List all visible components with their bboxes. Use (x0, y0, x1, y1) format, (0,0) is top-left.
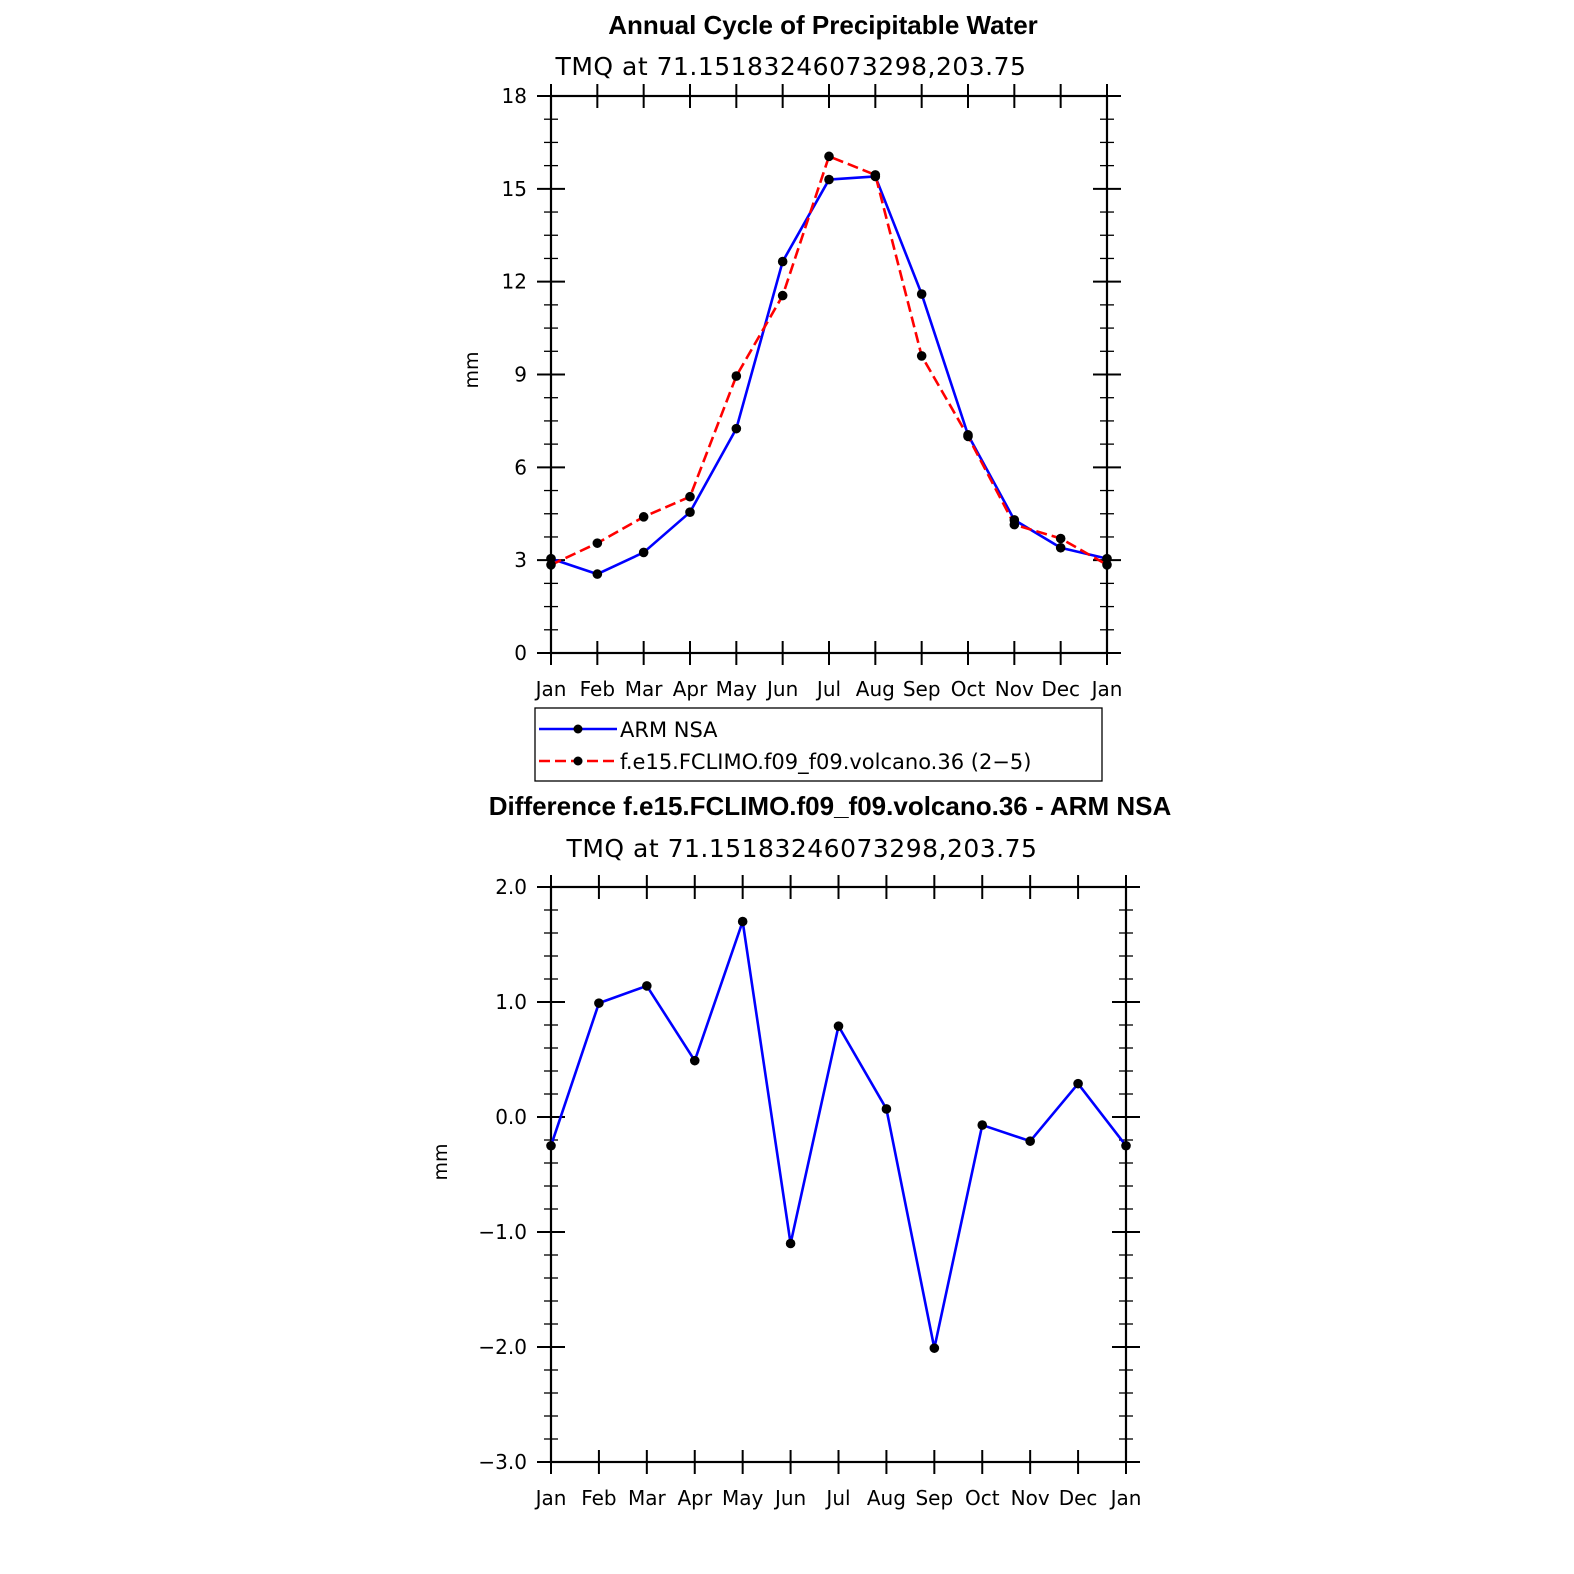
x-tick-label: May (722, 1486, 764, 1510)
x-tick-label: Aug (867, 1486, 906, 1510)
x-tick-label: Jun (773, 1486, 806, 1510)
legend-marker-arm (573, 724, 583, 734)
chart-title: Annual Cycle of Precipitable Water (608, 10, 1038, 40)
plot-area: −3.0 −2.0 −1.0 0.0 1.0 2.0 Jan Feb Mar Apr May Jun J… (478, 875, 1141, 1510)
data-point (592, 538, 603, 548)
x-tick-label: Aug (856, 677, 895, 701)
plot-frame (549, 885, 1128, 1464)
y-tick-label: 12 (502, 270, 527, 294)
data-point (1055, 533, 1066, 544)
x-tick-label: Mar (625, 677, 664, 701)
chart-subtitle: TMQ at 71.15183246073298,203.75 (566, 834, 1038, 863)
data-point (916, 351, 927, 361)
data-point (1009, 519, 1020, 530)
x-tick-label: Jan (534, 1486, 567, 1510)
data-point (777, 290, 788, 301)
x-tick-label: Nov (995, 677, 1034, 701)
data-point (689, 1055, 700, 1066)
y-tick-label: 18 (502, 84, 527, 108)
x-tick-label: Dec (1041, 677, 1080, 701)
data-point (1073, 1078, 1083, 1089)
legend-box (534, 707, 1103, 782)
y-tick-label: 0 (514, 641, 527, 665)
difference-chart: Difference f.e15.FCLIMO.f09_f09.volcano.… (430, 791, 1171, 1510)
x-tick-label: Feb (581, 1486, 616, 1510)
data-point (916, 289, 927, 299)
legend-label-model: f.e15.FCLIMO.f09_f09.volcano.36 (2−5) (620, 750, 1031, 775)
legend-label-arm: ARM NSA (620, 718, 718, 742)
x-tick-label: May (716, 677, 758, 701)
y-axis-label: mm (461, 351, 483, 388)
data-point (833, 1021, 844, 1031)
y-tick-label: 1.0 (495, 990, 527, 1014)
data-point (963, 431, 973, 442)
data-point (638, 547, 649, 558)
data-point (777, 256, 788, 267)
x-tick-label: Mar (628, 1486, 667, 1510)
x-tick-label: Nov (1011, 1486, 1050, 1510)
legend-marker-model (573, 756, 583, 766)
series-line-1 (550, 155, 1108, 566)
data-point (824, 174, 834, 185)
data-point (1025, 1136, 1035, 1146)
x-tick-label: Jan (534, 677, 567, 701)
data-point (638, 512, 649, 522)
data-point (785, 1238, 796, 1249)
data-point (929, 1343, 940, 1353)
data-point (737, 916, 748, 927)
series-line-0 (550, 175, 1108, 576)
y-tick-label: 6 (514, 455, 527, 479)
chart-subtitle: TMQ at 71.15183246073298,203.75 (555, 52, 1027, 81)
data-point (1102, 560, 1112, 570)
x-tick-label: Oct (965, 1486, 1000, 1510)
y-tick-label: 3 (514, 548, 527, 572)
data-point (824, 151, 834, 162)
x-tick-label: Apr (673, 677, 708, 701)
series-line-0 (549, 920, 1128, 1350)
plot-area: 0 3 6 9 12 15 18 Jan Feb Mar Apr May Jun Jul Aug Sep Oct… (502, 84, 1123, 701)
x-tick-label: Apr (677, 1486, 712, 1510)
data-point (685, 491, 695, 502)
x-tick-label: Jan (1109, 1486, 1142, 1510)
y-tick-label: −1.0 (478, 1220, 527, 1244)
data-point (1055, 542, 1066, 553)
data-point (546, 560, 556, 570)
y-axis-label: mm (430, 1143, 452, 1180)
x-tick-label: Feb (580, 677, 615, 701)
data-point (685, 507, 695, 518)
data-point (1121, 1140, 1131, 1151)
data-point (594, 998, 604, 1008)
data-point (592, 569, 603, 579)
y-tick-label: −3.0 (478, 1450, 527, 1474)
y-tick-label: 9 (514, 363, 527, 387)
x-tick-label: Jul (815, 677, 841, 701)
x-tick-label: Sep (903, 677, 941, 701)
x-tick-label: Jan (1090, 677, 1123, 701)
data-point (881, 1104, 892, 1114)
chart-title: Difference f.e15.FCLIMO.f09_f09.volcano.… (489, 791, 1172, 821)
x-tick-label: Jun (765, 677, 798, 701)
y-tick-label: 15 (502, 177, 527, 201)
data-point (977, 1120, 988, 1130)
x-tick-label: Dec (1059, 1486, 1098, 1510)
x-tick-label: Oct (951, 677, 986, 701)
x-tick-label: Jul (824, 1486, 850, 1510)
y-tick-label: 2.0 (495, 875, 527, 899)
y-tick-label: 0.0 (495, 1105, 527, 1129)
data-point (731, 371, 742, 381)
data-point (870, 170, 881, 180)
annual-cycle-chart: Annual Cycle of Precipitable Water TMQ a… (461, 10, 1123, 782)
data-point (731, 423, 742, 434)
data-point (546, 1140, 556, 1151)
x-tick-label: Sep (915, 1486, 953, 1510)
legend: ARM NSA f.e15.FCLIMO.f09_f09.volcano.36 … (534, 707, 1103, 782)
y-tick-label: −2.0 (478, 1335, 527, 1359)
data-point (642, 981, 652, 991)
